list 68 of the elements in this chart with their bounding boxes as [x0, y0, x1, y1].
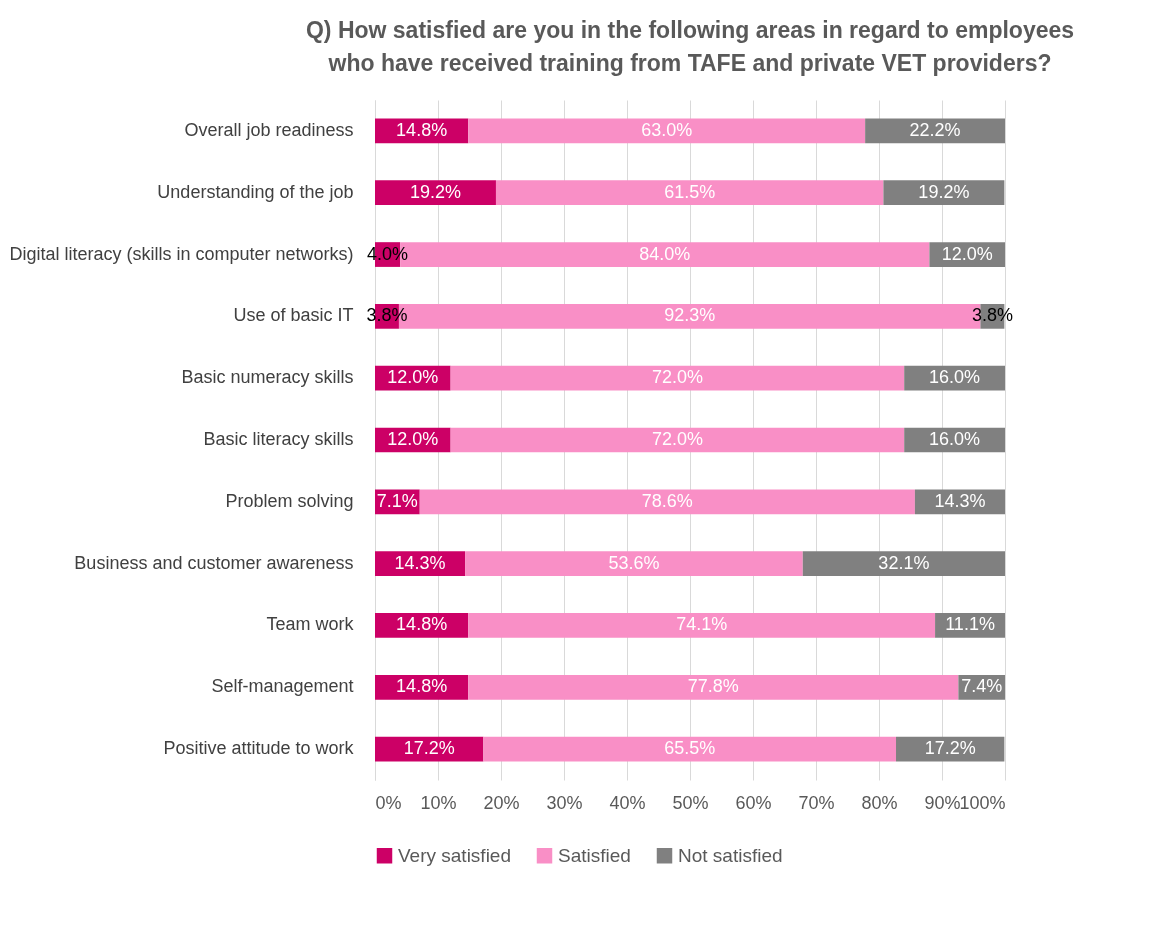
bar [468, 118, 866, 144]
data-label: 72.0% [651, 429, 703, 449]
data-label: 14.8% [396, 119, 448, 140]
data-label: 61.5% [664, 181, 716, 202]
data-label: 65.5% [664, 738, 716, 759]
bar [468, 674, 959, 700]
bar [465, 551, 803, 576]
x-tick-label: 0% [375, 792, 402, 813]
data-label: 14.3% [394, 552, 446, 573]
data-label: 53.6% [608, 552, 660, 573]
bar [450, 365, 905, 391]
data-label: 12.0% [387, 367, 439, 388]
y-tick-label: Basic numeracy skills [181, 367, 354, 388]
legend-label: Very satisfied [398, 844, 511, 866]
legend-label: Not satisfied [678, 844, 783, 866]
bar [375, 180, 496, 206]
y-tick-label: Problem solving [225, 490, 354, 511]
data-label: 72.0% [651, 367, 703, 388]
x-tick-label: 50% [672, 792, 709, 813]
data-label: 19.2% [918, 181, 970, 202]
data-label: 19.2% [409, 181, 461, 202]
x-tick-label: 70% [798, 792, 835, 813]
bar [450, 427, 905, 453]
x-tick-label: 90% [924, 792, 961, 813]
data-label: 84.0% [639, 243, 691, 264]
x-tick-label: 20% [483, 792, 520, 813]
data-label: 12.0% [387, 429, 439, 449]
bar [802, 551, 1005, 576]
y-tick-label: Use of basic IT [233, 305, 354, 326]
data-label: 22.2% [909, 119, 961, 140]
data-label: 32.1% [878, 552, 930, 573]
data-label: 14.3% [934, 490, 986, 511]
y-tick-label: Basic literacy skills [203, 429, 354, 449]
bar [419, 489, 915, 515]
data-label: 16.0% [929, 429, 981, 449]
data-label: 74.1% [676, 614, 728, 635]
y-tick-label: Understanding of the job [157, 181, 354, 202]
y-tick-label: Overall job readiness [184, 119, 354, 140]
data-label: 12.0% [941, 243, 993, 264]
bar [883, 180, 1005, 206]
y-tick-label: Team work [266, 614, 355, 635]
data-label: 17.2% [403, 738, 455, 759]
x-tick-label: 30% [546, 792, 583, 813]
data-label: 78.6% [641, 490, 693, 511]
x-tick-label: 100% [959, 792, 1006, 813]
data-label: 14.8% [396, 614, 448, 635]
x-tick-label: 40% [609, 792, 646, 813]
data-label: 92.3% [664, 305, 716, 326]
data-label: 77.8% [687, 676, 739, 697]
data-label: 11.1% [945, 614, 995, 635]
bar [483, 736, 897, 762]
x-tick-label: 60% [735, 792, 772, 813]
x-tick-label: 80% [861, 792, 898, 813]
y-tick-label: Business and customer awareness [74, 552, 354, 573]
data-label: 7.4% [961, 676, 1003, 697]
y-tick-label: Self-management [211, 676, 354, 697]
data-label: 14.8% [396, 676, 448, 697]
data-label: 7.1% [376, 490, 418, 511]
legend-label: Satisfied [558, 844, 631, 866]
y-tick-label: Digital literacy (skills in computer networks) [9, 243, 354, 264]
data-label: 63.0% [641, 119, 693, 140]
bar [468, 613, 936, 638]
chart-title: Q) How satisfied are you in the following areas in regard to employees who have received training from TAFE and private VET providers? [305, 17, 1075, 76]
data-label: 16.0% [929, 367, 981, 388]
x-tick-label: 10% [420, 792, 457, 813]
data-label: 17.2% [924, 738, 976, 759]
y-tick-label: Positive attitude to work [163, 738, 355, 759]
bar [495, 180, 884, 206]
